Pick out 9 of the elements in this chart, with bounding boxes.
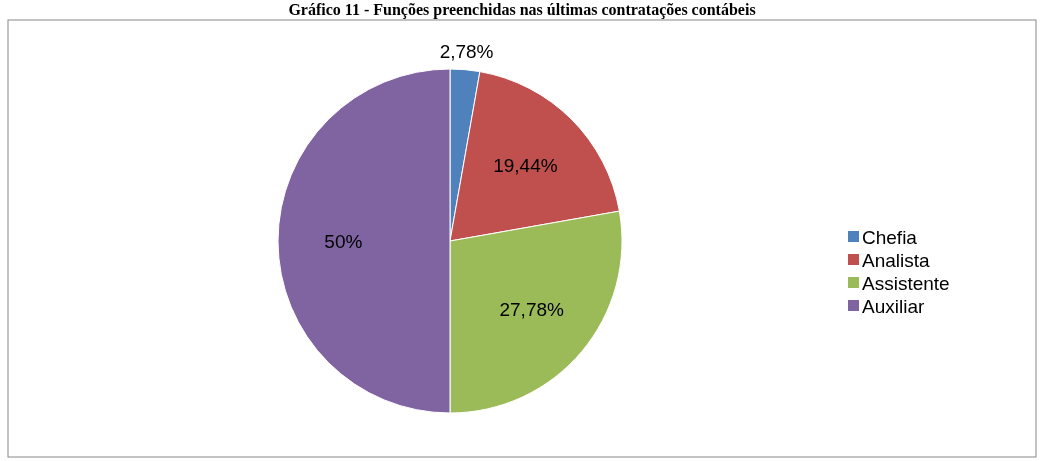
data-label: 50%: [324, 230, 363, 252]
data-label: 19,44%: [493, 155, 558, 177]
data-label: 27,78%: [499, 299, 565, 321]
data-label: 2,78%: [439, 41, 494, 63]
chart-title: Gráfico 11 - Funções preenchidas nas últimas contratações contábeis: [288, 1, 756, 19]
legend-label: Auxiliar: [862, 295, 925, 317]
legend-label: Assistente: [862, 272, 950, 294]
legend-label: Analista: [862, 249, 931, 271]
legend-label: Chefia: [862, 226, 918, 248]
